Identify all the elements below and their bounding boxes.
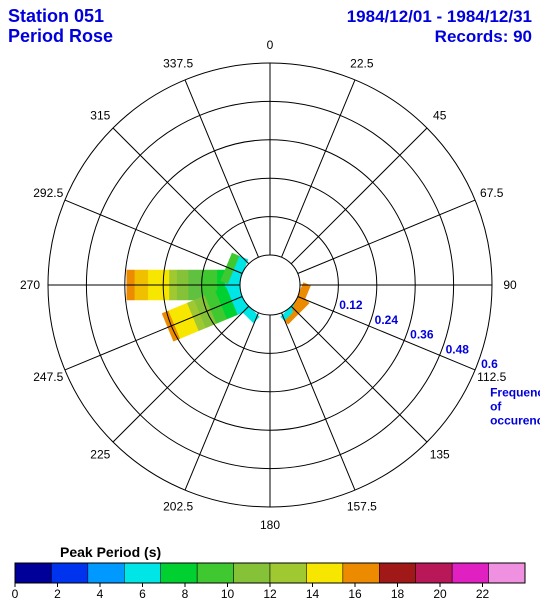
legend-swatch bbox=[15, 563, 51, 583]
legend-title: Peak Period (s) bbox=[60, 544, 161, 560]
ring-label: 0.12 bbox=[339, 298, 363, 312]
legend-tick: 20 bbox=[433, 587, 447, 600]
angle-label: 0 bbox=[267, 38, 274, 52]
angle-label: 157.5 bbox=[347, 500, 377, 514]
angle-label: 67.5 bbox=[480, 186, 504, 200]
legend-swatch bbox=[416, 563, 452, 583]
legend-tick: 10 bbox=[221, 587, 235, 600]
legend-swatch bbox=[306, 563, 342, 583]
ring-label: 0.24 bbox=[375, 313, 399, 327]
ring-caption: occurence bbox=[490, 413, 540, 427]
ring-caption: of bbox=[490, 399, 502, 413]
legend-tick: 12 bbox=[263, 587, 277, 600]
legend-swatch bbox=[88, 563, 124, 583]
angle-label: 90 bbox=[503, 278, 517, 292]
angle-label: 225 bbox=[90, 448, 110, 462]
ring-label: 0.36 bbox=[410, 328, 434, 342]
angle-label: 180 bbox=[260, 518, 280, 532]
legend-swatch bbox=[489, 563, 525, 583]
legend-swatch bbox=[197, 563, 233, 583]
date-range: 1984/12/01 - 1984/12/31 bbox=[347, 7, 532, 26]
angle-label: 135 bbox=[430, 448, 450, 462]
legend-tick: 14 bbox=[306, 587, 320, 600]
angle-label: 45 bbox=[433, 108, 447, 122]
angle-label: 112.5 bbox=[477, 370, 506, 384]
legend-swatch bbox=[270, 563, 306, 583]
legend-tick: 18 bbox=[391, 587, 405, 600]
polar-grid bbox=[48, 63, 492, 507]
ring-label: 0.48 bbox=[446, 342, 470, 356]
legend-swatch bbox=[343, 563, 379, 583]
legend-tick: 4 bbox=[97, 587, 104, 600]
record-count: Records: 90 bbox=[435, 27, 532, 46]
legend-tick: 2 bbox=[54, 587, 61, 600]
legend-swatch bbox=[124, 563, 160, 583]
legend-tick: 8 bbox=[182, 587, 189, 600]
ring-caption: Frequency bbox=[490, 385, 540, 399]
legend-swatch bbox=[452, 563, 488, 583]
angle-label: 315 bbox=[90, 108, 110, 122]
legend-swatch bbox=[379, 563, 415, 583]
legend-tick: 6 bbox=[139, 587, 146, 600]
station-title: Station 051 bbox=[8, 6, 104, 26]
angle-label: 202.5 bbox=[163, 500, 193, 514]
ring-label: 0.6 bbox=[481, 357, 498, 371]
legend-swatch bbox=[51, 563, 87, 583]
angle-label: 337.5 bbox=[163, 56, 193, 70]
legend-tick: 22 bbox=[476, 587, 490, 600]
angle-label: 292.5 bbox=[33, 186, 63, 200]
legend-swatch bbox=[234, 563, 270, 583]
legend-tick: 16 bbox=[348, 587, 362, 600]
period-rose-chart: Station 051Period Rose 1984/12/01 - 1984/… bbox=[0, 0, 540, 600]
angle-label: 247.5 bbox=[33, 370, 63, 384]
angle-label: 270 bbox=[20, 278, 40, 292]
angle-label: 22.5 bbox=[350, 56, 374, 70]
chart-title: Period Rose bbox=[8, 26, 113, 46]
legend-swatch bbox=[161, 563, 197, 583]
legend-tick: 0 bbox=[12, 587, 19, 600]
